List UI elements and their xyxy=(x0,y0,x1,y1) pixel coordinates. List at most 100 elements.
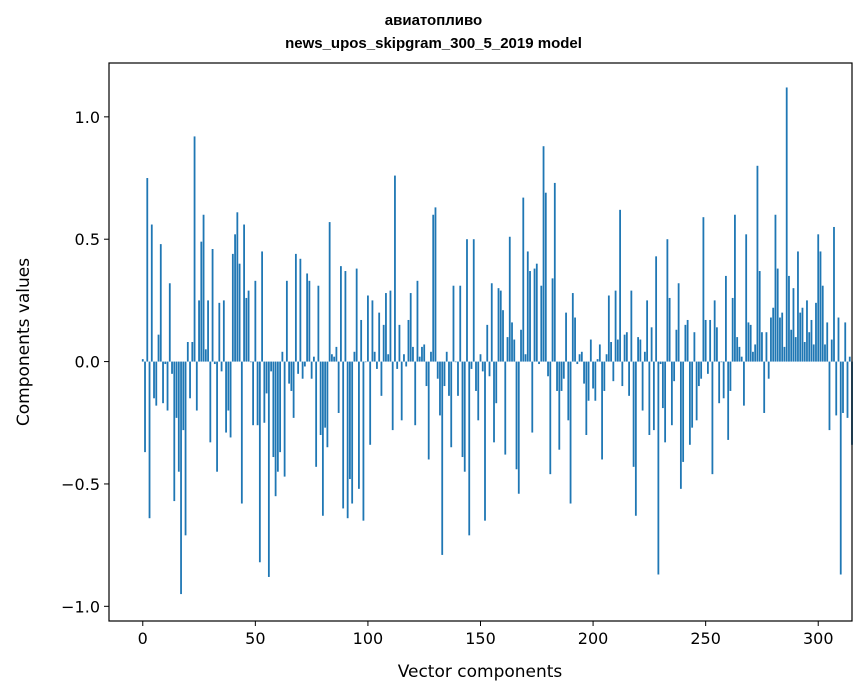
bar xyxy=(342,361,345,509)
bar xyxy=(792,288,795,362)
bar xyxy=(806,300,808,362)
bar xyxy=(432,214,435,362)
bar xyxy=(779,317,781,362)
bar xyxy=(200,241,203,362)
bar xyxy=(157,334,160,362)
bar xyxy=(299,258,302,362)
bar xyxy=(668,297,671,362)
bar xyxy=(716,327,718,362)
bar xyxy=(150,224,153,362)
bar xyxy=(634,361,637,516)
bar xyxy=(274,361,277,497)
bar xyxy=(529,271,531,362)
bar xyxy=(414,361,417,426)
bar xyxy=(621,361,624,387)
bar xyxy=(470,361,473,369)
bar xyxy=(461,361,464,458)
bar xyxy=(846,361,849,418)
bar xyxy=(216,361,218,472)
bar xyxy=(821,285,824,362)
bar xyxy=(549,361,552,475)
bar xyxy=(688,361,691,445)
bar xyxy=(497,288,500,362)
bar xyxy=(776,268,779,362)
bar xyxy=(367,295,369,362)
bar xyxy=(371,300,374,362)
bar xyxy=(256,361,259,426)
bar xyxy=(747,322,750,362)
bar xyxy=(294,253,297,362)
bar xyxy=(324,361,327,428)
y-tick-label: −1.0 xyxy=(61,597,100,616)
bar xyxy=(421,346,423,362)
bar xyxy=(772,307,775,362)
bar xyxy=(166,361,169,411)
bar xyxy=(254,280,257,362)
bar xyxy=(184,361,187,536)
bar xyxy=(382,324,385,362)
bar xyxy=(675,329,678,362)
bar xyxy=(583,361,585,384)
bar xyxy=(472,239,475,362)
bar xyxy=(790,329,793,362)
bar xyxy=(245,297,248,362)
bar xyxy=(677,283,680,362)
bar xyxy=(826,322,829,362)
bar xyxy=(824,344,826,362)
bar xyxy=(661,361,664,409)
bar xyxy=(803,342,806,362)
bar xyxy=(195,361,198,411)
bar xyxy=(754,344,757,362)
bar xyxy=(709,319,712,362)
bar xyxy=(468,361,471,536)
bar xyxy=(607,295,610,362)
x-axis-ticks: 0 50 100 150 200 250 300 xyxy=(138,621,834,648)
bar xyxy=(531,361,534,433)
bar xyxy=(231,253,234,362)
bar xyxy=(301,361,304,379)
bar xyxy=(441,361,444,555)
bar xyxy=(524,354,527,362)
bar xyxy=(452,285,455,362)
bar xyxy=(391,361,394,431)
bar xyxy=(495,361,498,404)
bar xyxy=(700,361,703,379)
x-tick-label: 250 xyxy=(690,629,721,648)
bar xyxy=(513,339,516,362)
bar xyxy=(153,361,155,399)
bar xyxy=(211,249,214,362)
bar xyxy=(252,361,254,426)
bar xyxy=(155,361,158,406)
bar xyxy=(225,361,227,433)
bar xyxy=(360,319,363,362)
bar xyxy=(358,361,360,489)
bar xyxy=(713,300,716,362)
bar xyxy=(756,165,759,362)
bar xyxy=(837,317,840,362)
bar xyxy=(693,332,696,362)
y-tick-label: −0.5 xyxy=(61,475,100,494)
bar xyxy=(387,354,390,362)
bar xyxy=(168,283,171,362)
bar xyxy=(833,226,835,362)
bar xyxy=(783,346,786,362)
bar xyxy=(749,324,752,362)
bar xyxy=(828,361,831,431)
bar xyxy=(229,361,232,438)
bar xyxy=(328,222,331,362)
x-tick-label: 200 xyxy=(578,629,609,648)
bar xyxy=(351,361,354,504)
bar xyxy=(481,361,484,372)
bar xyxy=(267,361,270,577)
bar xyxy=(601,361,603,460)
bar xyxy=(443,361,446,387)
bar xyxy=(378,312,381,362)
bar xyxy=(344,271,347,362)
bar xyxy=(686,319,689,362)
bar xyxy=(565,312,567,362)
bar xyxy=(389,290,392,362)
bar xyxy=(842,361,844,413)
bar xyxy=(734,214,736,362)
bar xyxy=(373,351,376,362)
